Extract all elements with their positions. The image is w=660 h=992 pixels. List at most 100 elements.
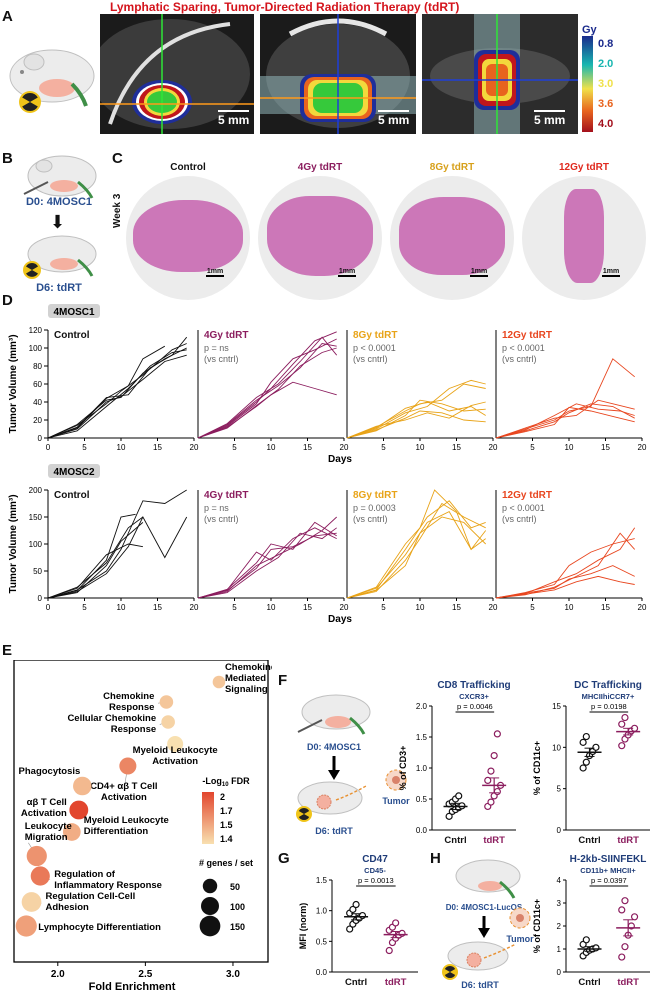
enrichment-bubble — [69, 800, 89, 820]
panel-a-title: Lymphatic Sparing, Tumor-Directed Radiat… — [110, 0, 460, 14]
dose-colorbar — [582, 36, 593, 132]
x-tick-label: 20 — [340, 443, 349, 452]
category-label: tdRT — [617, 835, 639, 846]
data-point — [621, 943, 629, 951]
x-tick-label: 5 — [530, 603, 535, 612]
data-point — [490, 751, 498, 760]
data-point — [592, 743, 600, 751]
growth-curve — [346, 399, 486, 439]
histology-column-title: 12Gy tdRT — [558, 162, 609, 173]
term-label: Chemokine — [103, 691, 154, 702]
y-axis-label: % of CD11c+ — [532, 899, 542, 953]
growth-curve — [47, 347, 187, 439]
term-label: Mediated — [225, 673, 266, 684]
data-point — [487, 767, 495, 775]
growth-curve — [346, 401, 486, 439]
size-legend-title: # genes / set — [199, 858, 253, 868]
growth-curve — [197, 347, 337, 439]
data-point — [579, 764, 587, 772]
x-tick-label: 15 — [303, 603, 312, 612]
y-axis-label: MFI (norm) — [298, 903, 308, 950]
growth-curve — [346, 410, 486, 439]
chart-title: CD47 — [362, 854, 388, 865]
svg-text:Tumor: Tumor — [506, 934, 534, 944]
data-point — [349, 905, 357, 914]
x-tick-label: 10 — [416, 443, 425, 452]
x-tick-label: 10 — [267, 603, 276, 612]
panel-h-illustration: D0: 4MOSC1-LucOS D6: tdRT — [442, 859, 523, 990]
y-tick-label: 1.5 — [416, 733, 428, 742]
panel-f-label: F — [278, 672, 288, 689]
panel-d-label: D — [2, 292, 13, 309]
ct-scale-2: 5 mm — [378, 110, 410, 127]
y-tick-label: 60 — [33, 380, 42, 389]
fdr-tick-label: 2 — [220, 792, 225, 802]
data-point — [582, 758, 590, 766]
chart-title: CD8 Trafficking — [437, 680, 510, 691]
growth-curve — [346, 511, 487, 599]
p-value-note: (vs cntrl) — [204, 514, 239, 524]
enrichment-bubble — [21, 892, 42, 912]
chart-subtitle: CD11b+ MHCII+ — [580, 866, 636, 875]
y-tick-label: 0.0 — [416, 826, 428, 835]
size-legend-bubble — [199, 915, 221, 937]
growth-curve — [495, 575, 635, 599]
x-axis-label: Fold Enrichment — [89, 981, 176, 992]
term-label: Differentiation — [84, 826, 149, 837]
cell-line-tag — [48, 464, 100, 478]
p-value-label: p = 0.0003 — [353, 503, 396, 513]
enrichment-bubble — [167, 735, 184, 753]
data-point — [618, 742, 626, 750]
term-label: Chemokine- — [225, 662, 272, 673]
p-value-note: (vs cntrl) — [353, 514, 388, 524]
category-label: tdRT — [385, 977, 407, 988]
y-tick-label: 0 — [38, 594, 43, 603]
p-value-note: (vs cntrl) — [502, 354, 537, 364]
x-tick-label: 15 — [601, 603, 610, 612]
growth-curve — [47, 343, 187, 439]
term-label: Lymphocyte Differentiation — [38, 922, 161, 933]
cell-line-tag-text: 4MOSC1 — [53, 307, 95, 318]
y-tick-label: 2 — [557, 922, 562, 931]
enrichment-bubble — [15, 915, 37, 937]
x-tick-label: 5 — [232, 603, 237, 612]
p-value-note: (vs cntrl) — [353, 354, 388, 364]
y-tick-label: 0.5 — [316, 937, 328, 946]
category-label: tdRT — [483, 835, 505, 846]
size-legend-label: 150 — [230, 922, 245, 932]
data-point — [618, 953, 626, 961]
histology-section — [522, 176, 646, 300]
panel-b-label: B — [2, 150, 13, 167]
mouse-illustration-a — [9, 49, 95, 113]
growth-curve — [346, 379, 486, 439]
growth-curve — [197, 527, 337, 599]
x-axis-label: Days — [328, 614, 352, 625]
chart-title: DC Trafficking — [574, 680, 642, 691]
data-point — [352, 900, 360, 909]
y-tick-label: 100 — [29, 540, 43, 549]
p-value-label: p < 0.0001 — [353, 343, 396, 353]
tissue-slice — [133, 200, 243, 272]
panel-f-illustration: D0: 4MOSC1 D6: tdRT — [296, 694, 371, 836]
x-tick-label: 20 — [489, 443, 498, 452]
term-label: Regulation Cell-Cell — [46, 891, 136, 902]
y-tick-label: 80 — [33, 362, 42, 371]
y-tick-label: 0.5 — [416, 795, 428, 804]
growth-curve — [47, 543, 143, 599]
panel-h-tumor: Tumor — [506, 907, 534, 944]
data-point — [621, 713, 629, 722]
y-tick-label: 3 — [557, 899, 562, 908]
growth-curve — [197, 338, 337, 439]
x-tick-label: 5 — [82, 443, 87, 452]
size-legend-bubble — [201, 897, 219, 915]
growth-curve — [47, 516, 188, 599]
y-tick-label: 1.5 — [316, 876, 328, 885]
x-tick-label: 0 — [46, 443, 51, 452]
x-tick-label: 10 — [565, 443, 574, 452]
chart-subtitle: CXCR3+ — [459, 692, 489, 701]
y-tick-label: 1.0 — [416, 764, 428, 773]
group-label: Control — [54, 330, 90, 341]
arrow-down-icon: ⬇ — [50, 212, 66, 232]
term-label: Adhesion — [46, 902, 89, 913]
